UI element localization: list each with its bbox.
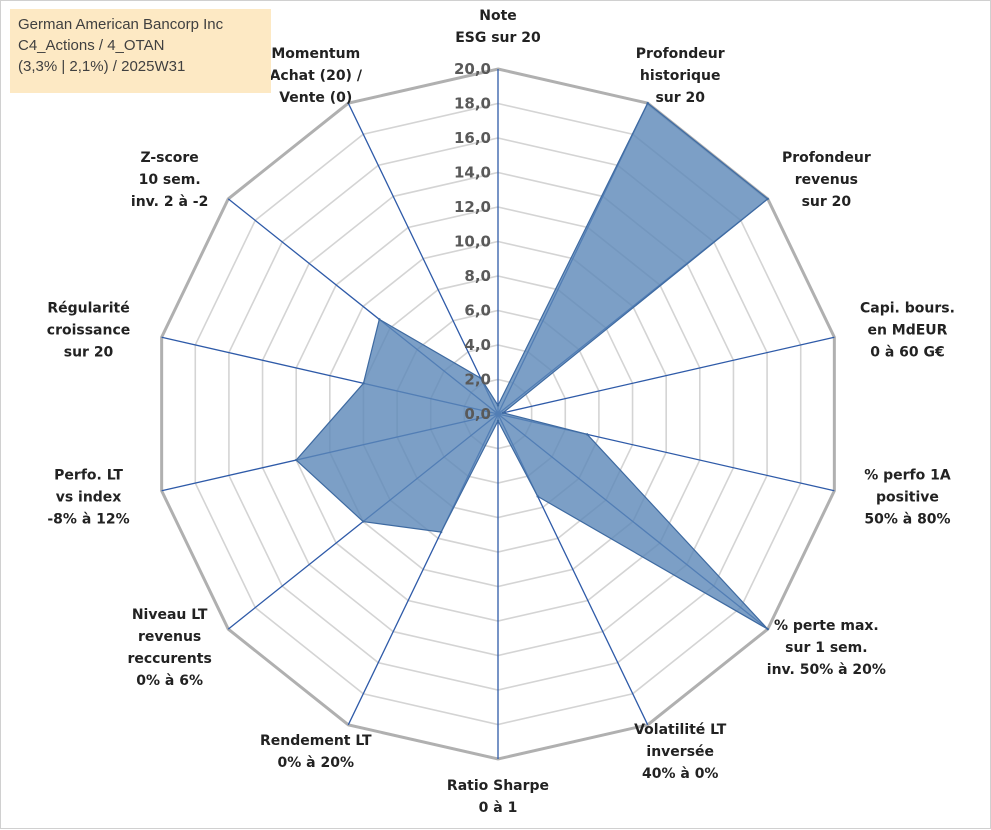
data-point <box>479 377 482 380</box>
axis-label-line: 0% à 6% <box>136 673 203 689</box>
axis-label: Ratio Sharpe 0 à 1 <box>447 778 549 816</box>
axis-label-line: 0% à 20% <box>278 755 354 771</box>
axis-label: Niveau LT revenus reccurents 0% à 6% <box>127 607 211 689</box>
axis-spoke <box>497 336 835 415</box>
axis-label-line: positive <box>876 489 939 505</box>
axis-label-line: revenus <box>795 172 858 188</box>
axis-label-line: % perte max. <box>774 618 879 634</box>
axis-label: Perfo. LT vs index -8% à 12% <box>47 467 129 527</box>
axis-label-line: -8% à 12% <box>47 511 129 527</box>
axis-label-line: Achat (20) / <box>270 68 363 84</box>
data-point <box>496 419 500 423</box>
axis-label: Régularité croissance sur 20 <box>47 301 131 361</box>
axis-label-line: reccurents <box>127 651 211 667</box>
axis-label-line: sur 20 <box>64 345 114 361</box>
data-point <box>501 411 505 415</box>
axis-label-line: Volatilité LT <box>634 722 727 738</box>
axis-label-line: % perfo 1A <box>864 467 951 483</box>
axis-label-line: croissance <box>47 323 131 339</box>
axis-label-line: Régularité <box>47 301 129 317</box>
tick-label: 18,0 <box>454 95 491 113</box>
data-point <box>439 530 443 534</box>
axis-label-line: ESG sur 20 <box>455 30 541 46</box>
performance-week: (3,3% | 2,1%) / 2025W31 <box>18 58 186 75</box>
axis-labels: Note ESG sur 20 Profondeur historique sur 20… <box>47 8 955 816</box>
data-point <box>536 495 539 498</box>
data-point <box>646 101 649 105</box>
axis-label-line: 0 à 60 G€ <box>870 345 945 361</box>
radial-tick-labels: 0,0 2,0 4,0 6,0 8,0 10,0 12,0 14,0 16,0 18,0 20,0 <box>454 60 491 423</box>
axis-label-line: 50% à 80% <box>864 511 950 527</box>
axis-label-line: sur 20 <box>655 90 705 106</box>
axis-label-line: 40% à 0% <box>642 766 718 782</box>
tick-label: 8,0 <box>464 267 491 285</box>
data-point <box>378 318 381 321</box>
axis-label-line: 10 sem. <box>139 172 201 188</box>
data-point <box>766 197 769 201</box>
axis-label-line: 0 à 1 <box>479 800 518 816</box>
axis-label: Volatilité LT inversée 40% à 0% <box>634 722 727 782</box>
tick-label: 14,0 <box>454 164 491 182</box>
axis-label-line: sur 20 <box>802 194 852 210</box>
axis-label: Capi. bours. en MdEUR 0 à 60 G€ <box>860 301 955 361</box>
axis-label-line: inv. 50% à 20% <box>767 662 886 678</box>
series-area <box>295 102 769 630</box>
tick-label: 4,0 <box>464 336 491 354</box>
tick-label: 16,0 <box>454 129 491 147</box>
axis-label: Profondeur historique sur 20 <box>636 46 725 106</box>
axis-label-line: Profondeur <box>636 46 725 62</box>
tick-label: 2,0 <box>464 371 491 389</box>
axis-label-line: Niveau LT <box>132 607 208 623</box>
info-box: German American Bancorp Inc C4_Actions /… <box>10 9 271 93</box>
axis-label-line: revenus <box>138 629 201 645</box>
axis-label-line: Momentum <box>271 46 360 62</box>
axis-label: Z-score 10 sem. inv. 2 à -2 <box>131 150 208 210</box>
tick-label: 0,0 <box>464 405 491 423</box>
tick-label: 12,0 <box>454 198 491 216</box>
tick-label: 10,0 <box>454 233 491 251</box>
axis-label: % perfo 1A positive 50% à 80% <box>864 467 951 527</box>
data-point <box>294 458 298 462</box>
axis-label-line: Rendement LT <box>260 733 372 749</box>
axis-label-line: vs index <box>56 489 122 505</box>
axis-label-line: Z-score <box>140 150 198 166</box>
axis-spoke <box>347 102 499 415</box>
data-point <box>362 382 365 385</box>
data-point <box>361 520 365 523</box>
axis-label-line: inv. 2 à -2 <box>131 194 208 210</box>
axis-label-line: sur 1 sem. <box>785 640 867 656</box>
axis-label-line: en MdEUR <box>867 323 947 339</box>
radar-series <box>294 101 769 631</box>
axis-label: Profondeur revenus sur 20 <box>782 150 871 210</box>
axis-label-line: Note <box>479 8 517 24</box>
category-path: C4_Actions / 4_OTAN <box>18 37 165 54</box>
axis-label-line: inversée <box>646 744 714 760</box>
axis-label-line: Capi. bours. <box>860 301 955 317</box>
axis-label: Rendement LT 0% à 20% <box>260 733 372 771</box>
company-name: German American Bancorp Inc <box>18 16 224 33</box>
axis-label-line: Perfo. LT <box>54 467 123 483</box>
data-point <box>585 433 589 436</box>
axis-label: % perte max. sur 1 sem. inv. 50% à 20% <box>767 618 886 678</box>
axis-label-line: Vente (0) <box>279 90 352 106</box>
axis-label-line: historique <box>640 68 721 84</box>
axis-label-line: Ratio Sharpe <box>447 778 549 794</box>
tick-label: 20,0 <box>454 60 491 78</box>
axis-label: Momentum Achat (20) / Vente (0) <box>270 46 363 106</box>
data-point <box>496 404 500 407</box>
axis-label-line: Profondeur <box>782 150 871 166</box>
tick-label: 6,0 <box>464 302 491 320</box>
axis-label: Note ESG sur 20 <box>455 8 541 46</box>
data-point <box>766 627 769 631</box>
